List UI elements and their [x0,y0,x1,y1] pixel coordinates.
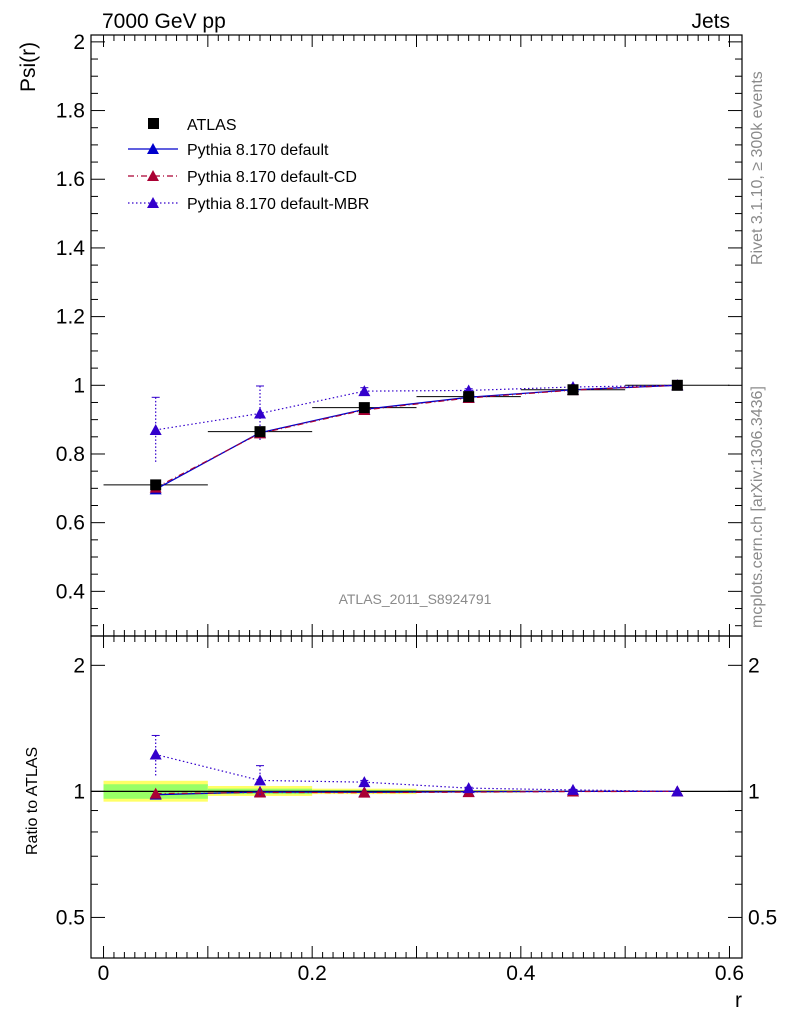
watermark: ATLAS_2011_S8924791 [339,591,492,607]
side-text-lower: mcplots.cern.ch [arXiv:1306.3436] [749,386,766,628]
ratio-y-tick-label-left-1: 1 [73,780,85,803]
main-y-tick-label-8: 2 [73,31,85,54]
main-point-atlas-0 [150,479,162,491]
ratio-line-cd [155,790,678,795]
main-point-mbr-1 [254,407,267,419]
main-y-tick-label-7: 1.8 [56,100,85,123]
ratio-y-tick-label-right-1: 1 [748,780,760,803]
header-left: 7000 GeV pp [102,10,226,33]
legend-label-default: Pythia 8.170 default [187,142,329,159]
ratio-point-cd-0 [149,787,162,799]
main-point-atlas-5 [671,379,683,391]
ratio-point-mbr-3 [462,782,475,794]
legend-marker-atlas [148,118,159,129]
ratio-y-tick-label-right-0: 0.5 [748,906,777,929]
ratio-y-tick-label-right-2: 2 [748,654,760,677]
data-layer [103,379,730,800]
main-y-tick-label-4: 1.2 [56,306,85,329]
main-point-atlas-2 [358,402,370,414]
ratio-point-mbr-1 [254,774,267,786]
main-y-tick-label-0: 0.4 [56,580,86,603]
header-right: Jets [691,10,730,33]
ratio-point-cd-1 [254,786,267,798]
main-y-tick-label-3: 1 [73,374,85,397]
main-point-atlas-3 [463,391,475,403]
legend: ATLAS Pythia 8.170 default Pythia 8.170 … [128,117,369,213]
ratio-point-mbr-0 [149,748,162,760]
ratio-point-cd-2 [358,786,371,798]
x-axis-label: r [735,989,742,1012]
ratio-point-mbr-4 [566,783,579,795]
ratio-point-mbr-2 [358,776,371,788]
legend-marker-mbr [147,197,159,208]
main-y-tick-label-5: 1.4 [56,237,86,260]
x-tick-label-1: 0.2 [298,962,327,985]
main-line-default [155,384,678,490]
legend-label-cd: Pythia 8.170 default-CD [187,169,357,186]
ratio-y-tick-label-left-0: 0.5 [56,906,85,929]
side-text-upper: Rivet 3.1.10, ≥ 300k events [749,71,766,265]
x-tick-label-0: 0 [98,962,110,985]
main-y-tick-label-6: 1.6 [56,168,85,191]
main-y-tick-label-2: 0.8 [56,443,85,466]
main-point-mbr-0 [149,423,162,435]
x-tick-label-3: 0.6 [715,962,744,985]
ratio-ylabel: Ratio to ATLAS [24,747,41,855]
main-ylabel: Psi(r) [17,42,40,92]
main-point-atlas-1 [254,426,266,438]
legend-label-atlas: ATLAS [187,117,237,134]
legend-marker-cd [147,170,159,181]
x-tick-label-2: 0.4 [506,962,536,985]
main-line-cd [155,384,678,489]
main-y-tick-label-1: 0.6 [56,512,85,535]
legend-label-mbr: Pythia 8.170 default-MBR [187,196,369,213]
ratio-line-mbr [155,753,678,792]
ratio-y-tick-label-left-2: 2 [73,654,85,677]
main-line-mbr [155,384,678,431]
ratio-point-mbr-5 [671,785,684,797]
main-point-atlas-4 [567,384,579,396]
legend-marker-default [147,143,159,154]
axes: 0 0.2 0.4 0.6 0.4 0.6 0.8 1 1.2 1.4 1.6 1.8 2 0.5 0.5 1… [56,31,777,985]
main-point-mbr-2 [358,385,371,397]
